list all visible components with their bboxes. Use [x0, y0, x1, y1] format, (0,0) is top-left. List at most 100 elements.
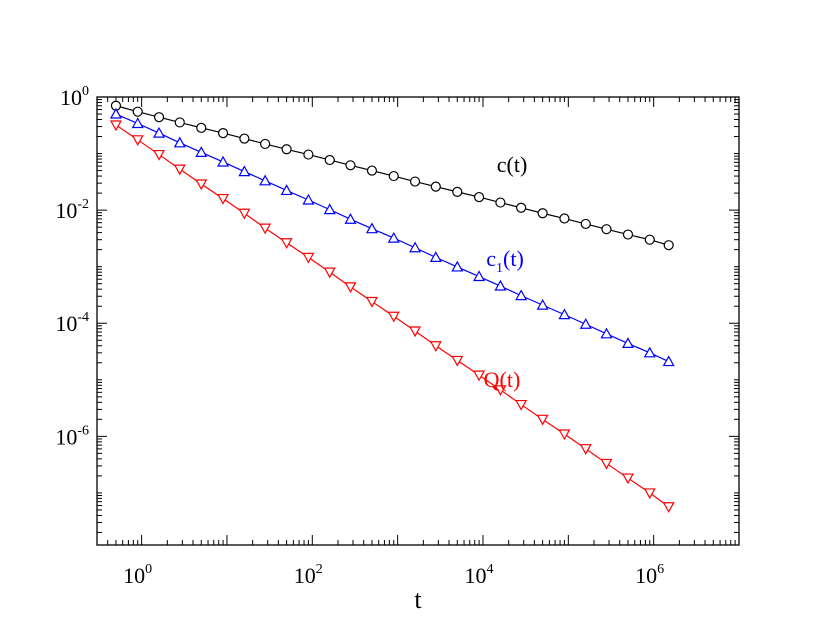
series-label-subscript: 1	[496, 261, 503, 276]
data-point-c	[663, 240, 674, 251]
major-ticks	[97, 96, 739, 545]
series-layer	[109, 100, 675, 513]
data-point-c1	[494, 279, 507, 291]
data-point-c	[132, 106, 143, 117]
data-point-Q	[280, 238, 293, 249]
data-point-Q	[109, 120, 122, 132]
series-label-main: Q(t)	[484, 367, 521, 392]
data-point-c	[196, 122, 207, 133]
data-point-c	[559, 213, 570, 224]
series-label-Q: Q(t)	[484, 367, 521, 392]
x-tick-label: 100	[123, 562, 152, 588]
data-point-c	[217, 128, 229, 139]
y-tick-base: 10	[60, 85, 82, 110]
data-point-c	[366, 165, 378, 176]
data-point-c1	[195, 146, 208, 157]
data-point-c	[430, 181, 441, 192]
data-point-Q	[536, 414, 549, 426]
data-point-c1	[429, 251, 442, 262]
data-point-c1	[238, 165, 251, 177]
x-tick-exponent: 0	[145, 562, 152, 577]
data-point-Q	[387, 311, 400, 323]
data-point-Q	[238, 208, 251, 220]
data-point-c1	[621, 337, 634, 349]
data-point-c	[495, 197, 506, 208]
x-tick-label: 104	[464, 562, 493, 588]
data-point-c1	[536, 298, 549, 310]
data-point-Q	[429, 341, 442, 352]
data-point-c1	[643, 346, 656, 358]
data-point-Q	[515, 399, 528, 411]
y-tick-label: 100	[60, 84, 89, 110]
data-point-c	[537, 208, 548, 219]
data-point-c1	[173, 136, 186, 148]
data-point-c1	[259, 174, 272, 186]
data-point-Q	[662, 502, 675, 513]
data-point-c	[281, 144, 292, 155]
data-point-c1	[451, 260, 464, 272]
data-point-c1	[109, 107, 122, 119]
y-tick-label: 10-6	[55, 423, 89, 449]
x-tick-base: 10	[635, 563, 657, 588]
data-point-c1	[600, 327, 613, 339]
plot-frame	[96, 96, 740, 546]
data-point-c	[473, 191, 485, 203]
series-labels: c(t) c1(t) Q(t)	[484, 152, 528, 392]
data-point-Q	[323, 267, 336, 279]
data-point-c	[452, 186, 463, 197]
data-point-c1	[558, 308, 571, 320]
data-point-Q	[473, 370, 486, 382]
x-tick-label: 106	[635, 562, 664, 588]
x-tick-exponent: 2	[316, 562, 323, 577]
data-point-Q	[173, 164, 186, 176]
x-tick-label: 102	[294, 562, 323, 588]
data-point-c1	[473, 270, 486, 282]
y-tick-base: 10	[55, 198, 77, 223]
series-label-c: c(t)	[497, 152, 528, 177]
data-point-Q	[195, 179, 208, 191]
data-point-c	[409, 176, 421, 187]
data-point-Q	[153, 149, 166, 161]
data-point-c	[324, 154, 335, 166]
data-point-c1	[323, 203, 336, 215]
data-point-c	[580, 218, 591, 230]
x-tick-base: 10	[464, 563, 486, 588]
x-tick-base: 10	[294, 563, 316, 588]
minor-ticks	[96, 97, 739, 545]
data-point-c	[516, 202, 527, 213]
data-point-Q	[409, 326, 422, 338]
data-point-c	[388, 170, 399, 182]
data-point-c	[260, 138, 271, 150]
data-point-Q	[643, 488, 656, 500]
data-point-Q	[217, 193, 230, 205]
data-point-c1	[302, 193, 315, 205]
y-tick-base: 10	[55, 311, 77, 336]
data-point-Q	[494, 385, 507, 397]
data-point-Q	[621, 473, 634, 485]
data-point-c1	[387, 231, 400, 243]
data-point-c1	[131, 117, 144, 129]
data-point-c1	[409, 241, 422, 253]
x-tick-base: 10	[123, 563, 145, 588]
data-point-c1	[662, 355, 675, 367]
data-point-c1	[365, 222, 378, 234]
data-point-c	[345, 160, 356, 171]
data-point-Q	[558, 429, 571, 441]
x-tick-exponent: 4	[486, 562, 493, 577]
series-label-main: c	[486, 246, 496, 271]
data-point-c	[174, 117, 185, 128]
series-label-tail: (t)	[503, 246, 524, 271]
x-tick-exponent: 6	[657, 562, 664, 577]
y-tick-exponent: -2	[77, 197, 89, 212]
data-point-c1	[153, 126, 166, 138]
data-point-c	[622, 229, 634, 240]
data-point-Q	[579, 444, 592, 455]
data-point-c	[239, 133, 250, 144]
data-point-Q	[259, 223, 272, 235]
data-point-c	[303, 149, 314, 160]
data-point-c	[644, 234, 655, 245]
data-point-Q	[451, 355, 464, 367]
y-tick-exponent: 0	[82, 84, 89, 99]
